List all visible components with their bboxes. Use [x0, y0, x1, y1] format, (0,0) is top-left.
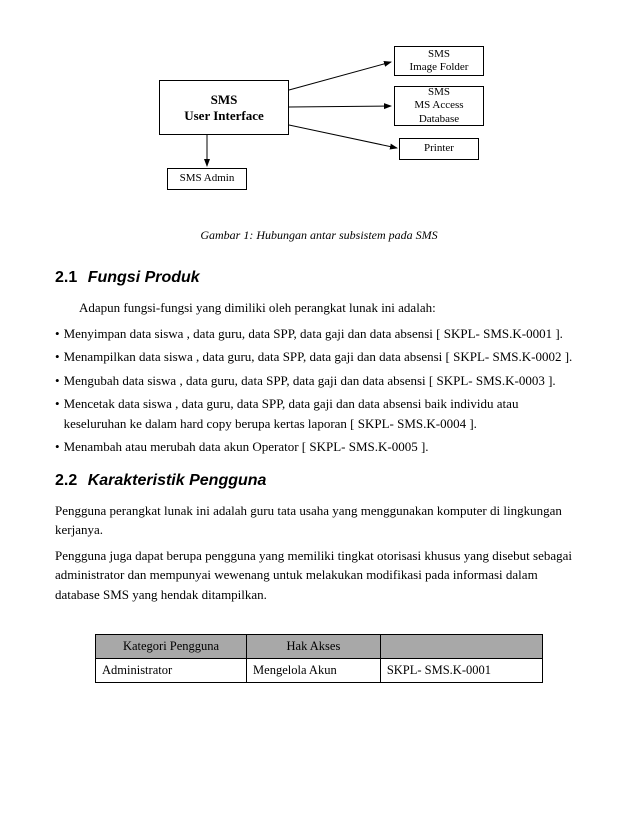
heading-title: Karakteristik Pengguna [88, 472, 267, 489]
table-cell: SKPL- SMS.K-0001 [380, 658, 542, 682]
bullet-item: •Menyimpan data siswa , data guru, data … [55, 324, 583, 344]
heading-number: 2.1 [55, 269, 77, 286]
bullet-text: Menampilkan data siswa , data guru, data… [64, 347, 583, 367]
bullet-marker: • [55, 371, 60, 391]
diagram-node-line: Image Folder [410, 61, 469, 74]
bullet-text: Menambah atau merubah data akun Operator… [64, 437, 583, 457]
diagram-node-printer: Printer [399, 138, 479, 160]
bullet-item: •Mengubah data siswa , data guru, data S… [55, 371, 583, 391]
diagram-node-admin: SMS Admin [167, 168, 247, 190]
diagram-node-image-folder: SMS Image Folder [394, 46, 484, 76]
figure-caption: Gambar 1: Hubungan antar subsistem pada … [55, 226, 583, 244]
heading-title: Fungsi Produk [88, 269, 200, 286]
diagram-node-line: SMS [428, 86, 450, 99]
table-header-cell [380, 635, 542, 659]
table-cell: Mengelola Akun [247, 658, 381, 682]
table-header-cell: Hak Akses [247, 635, 381, 659]
bullet-item: •Menampilkan data siswa , data guru, dat… [55, 347, 583, 367]
intro-paragraph: Adapun fungsi-fungsi yang dimiliki oleh … [55, 298, 583, 318]
heading-number: 2.2 [55, 472, 77, 489]
bullet-item: •Menambah atau merubah data akun Operato… [55, 437, 583, 457]
diagram-node-line: Database [419, 113, 459, 126]
body-paragraph: Pengguna perangkat lunak ini adalah guru… [55, 501, 583, 540]
bullet-item: •Mencetak data siswa , data guru, data S… [55, 394, 583, 433]
table-header-cell: Kategori Pengguna [96, 635, 247, 659]
diagram-node-line: Printer [424, 142, 454, 155]
table-row: AdministratorMengelola AkunSKPL- SMS.K-0… [96, 658, 543, 682]
user-category-table: Kategori PenggunaHak Akses Administrator… [95, 634, 543, 683]
diagram-main-line1: SMS [211, 92, 238, 108]
bullet-marker: • [55, 394, 60, 433]
bullet-text: Mencetak data siswa , data guru, data SP… [64, 394, 583, 433]
diagram-node-database: SMS MS Access Database [394, 86, 484, 126]
diagram-main-line2: User Interface [184, 108, 264, 124]
heading-fungsi-produk: 2.1 Fungsi Produk [55, 266, 583, 290]
table-cell: Administrator [96, 658, 247, 682]
bullet-text: Mengubah data siswa , data guru, data SP… [64, 371, 583, 391]
bullet-marker: • [55, 324, 60, 344]
body-paragraph: Pengguna juga dapat berupa pengguna yang… [55, 546, 583, 605]
bullet-list: •Menyimpan data siswa , data guru, data … [55, 324, 583, 457]
subsystem-diagram: SMS User Interface SMS Image Folder SMS … [139, 40, 499, 210]
diagram-node-line: SMS [428, 48, 450, 61]
bullet-text: Menyimpan data siswa , data guru, data S… [64, 324, 583, 344]
heading-karakteristik-pengguna: 2.2 Karakteristik Pengguna [55, 469, 583, 493]
diagram-admin-label: SMS Admin [180, 172, 235, 185]
bullet-marker: • [55, 347, 60, 367]
bullet-marker: • [55, 437, 60, 457]
diagram-main-box: SMS User Interface [159, 80, 289, 135]
diagram-node-line: MS Access [414, 99, 463, 112]
